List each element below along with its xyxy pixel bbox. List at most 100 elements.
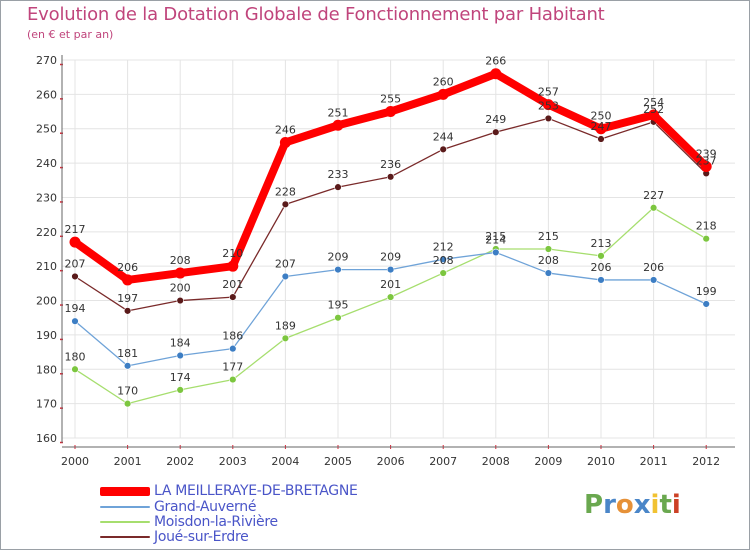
logo-letter: i <box>671 490 681 520</box>
data-label-3: 237 <box>696 154 717 167</box>
data-point-0 <box>648 109 660 121</box>
data-label-0: 246 <box>275 123 296 136</box>
y-tick-label: 200 <box>36 295 57 308</box>
data-point-3 <box>492 128 500 136</box>
data-label-0: 260 <box>433 75 454 88</box>
y-tick-label: 250 <box>36 123 57 136</box>
data-label-3: 253 <box>538 99 559 112</box>
data-point-1 <box>123 362 132 370</box>
data-point-1 <box>334 265 342 274</box>
x-tick-label: 2005 <box>324 455 352 468</box>
data-label-1: 207 <box>275 257 296 270</box>
data-point-2 <box>229 375 237 384</box>
legend-swatch <box>100 506 150 508</box>
data-label-3: 249 <box>485 113 506 126</box>
data-label-1: 206 <box>643 261 664 274</box>
data-point-1 <box>176 351 184 360</box>
legend-label: Moisdon-la-Rivière <box>154 514 278 530</box>
data-point-0 <box>122 274 134 286</box>
data-label-1: 206 <box>591 261 612 274</box>
data-label-3: 201 <box>222 278 243 291</box>
data-point-0 <box>595 123 607 135</box>
data-label-1: 209 <box>328 251 349 264</box>
data-label-1: 184 <box>170 337 191 350</box>
data-label-1: 208 <box>538 254 559 267</box>
data-point-1 <box>386 265 395 274</box>
data-point-2 <box>544 245 553 253</box>
x-tick-label: 2009 <box>534 455 562 468</box>
data-point-1 <box>492 248 500 257</box>
data-label-2: 218 <box>696 220 717 233</box>
data-point-1 <box>597 276 605 284</box>
data-label-1: 214 <box>485 233 506 246</box>
data-label-0: 251 <box>328 106 349 119</box>
x-tick-label: 2004 <box>271 455 299 468</box>
data-point-3 <box>281 200 290 209</box>
data-label-3: 252 <box>643 103 664 116</box>
data-point-2 <box>649 204 658 212</box>
chart-title: Evolution de la Dotation Globale de Fonc… <box>27 4 605 25</box>
data-point-0 <box>437 88 449 100</box>
data-label-2: 213 <box>591 237 612 250</box>
data-label-2: 195 <box>328 299 349 312</box>
data-label-3: 236 <box>380 158 401 171</box>
y-tick-label: 270 <box>36 54 57 67</box>
data-point-1 <box>702 300 710 308</box>
data-point-2 <box>597 252 605 260</box>
y-tick-label: 260 <box>36 88 57 101</box>
legend-swatch <box>100 521 150 523</box>
data-label-0: 250 <box>591 110 612 123</box>
data-label-0: 208 <box>170 254 191 267</box>
data-point-0 <box>700 161 712 173</box>
data-point-0 <box>490 68 502 80</box>
data-point-3 <box>71 272 79 281</box>
data-point-1 <box>439 255 447 264</box>
data-point-2 <box>386 293 395 301</box>
data-point-0 <box>174 267 186 279</box>
legend-label: Grand-Auverné <box>154 499 257 515</box>
data-point-1 <box>71 317 79 325</box>
data-label-2: 208 <box>433 254 454 267</box>
data-point-1 <box>281 272 290 281</box>
y-tick-label: 190 <box>36 329 57 342</box>
data-label-0: 217 <box>65 223 86 236</box>
data-label-0: 257 <box>538 86 559 99</box>
data-label-2: 215 <box>538 230 559 243</box>
data-label-2: 215 <box>485 230 506 243</box>
legend-label: LA MEILLERAYE-DE-BRETAGNE <box>154 483 358 499</box>
data-label-2: 170 <box>117 385 138 398</box>
logo-letter: i <box>650 490 660 520</box>
logo-letter: o <box>615 490 634 520</box>
data-label-1: 212 <box>433 240 454 253</box>
legend-label: Joué-sur-Erdre <box>154 529 249 545</box>
data-label-0: 266 <box>485 55 506 68</box>
x-tick-label: 2008 <box>482 455 510 468</box>
data-point-0 <box>227 260 239 272</box>
x-tick-label: 2003 <box>219 455 247 468</box>
y-tick-label: 220 <box>36 226 57 239</box>
data-point-3 <box>229 293 237 301</box>
series-lines <box>69 68 712 408</box>
data-label-1: 194 <box>65 302 86 315</box>
data-point-0 <box>542 99 554 111</box>
data-point-3 <box>386 173 395 181</box>
grid-lines <box>62 59 735 439</box>
data-point-2 <box>702 234 710 243</box>
data-label-0: 255 <box>380 93 401 106</box>
legend-swatch <box>100 487 150 496</box>
data-point-3 <box>439 145 447 154</box>
data-label-2: 174 <box>170 371 191 384</box>
data-label-1: 209 <box>380 251 401 264</box>
data-label-2: 189 <box>275 319 296 332</box>
x-tick-label: 2007 <box>429 455 457 468</box>
data-point-1 <box>649 276 658 284</box>
data-label-3: 197 <box>117 292 138 305</box>
data-point-1 <box>544 269 553 277</box>
data-point-3 <box>544 114 553 123</box>
y-tick-label: 210 <box>36 260 57 273</box>
data-label-0: 210 <box>222 247 243 260</box>
data-point-3 <box>176 296 184 305</box>
data-point-2 <box>439 269 447 277</box>
axes: 160 170 180 190 200 210 220 230 240 250 260 270 2000… <box>36 54 735 468</box>
